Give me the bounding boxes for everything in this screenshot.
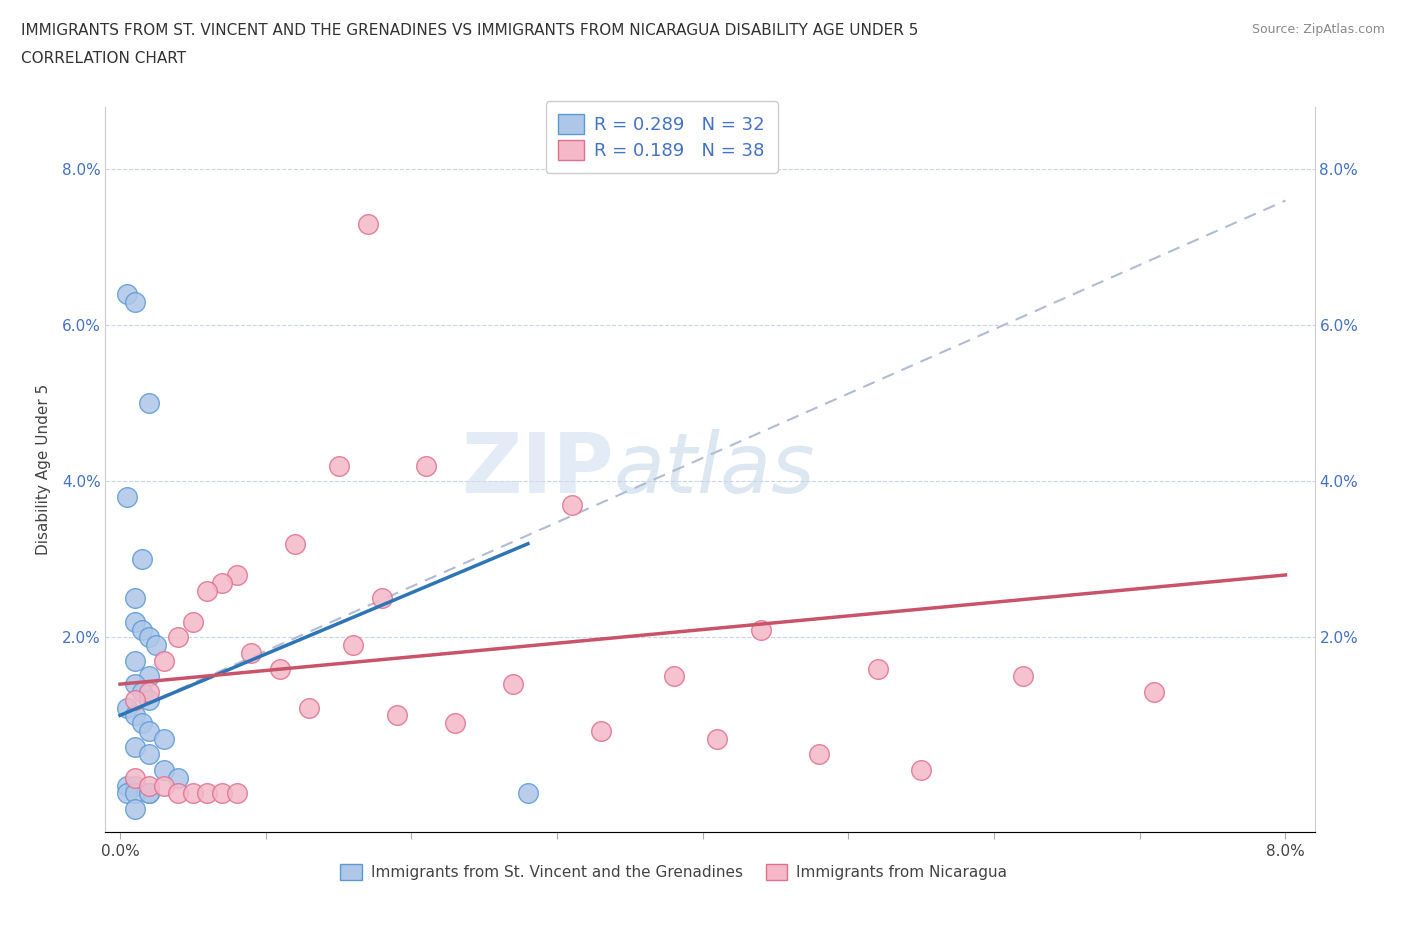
- Point: [124, 295, 146, 310]
- Point: [1143, 684, 1166, 699]
- Point: [444, 716, 467, 731]
- Point: [138, 747, 160, 762]
- Point: [138, 778, 160, 793]
- Point: [138, 630, 160, 644]
- Point: [124, 653, 146, 668]
- Point: [138, 684, 160, 699]
- Point: [152, 731, 174, 746]
- Point: [131, 622, 153, 637]
- Point: [589, 724, 612, 738]
- Point: [910, 763, 932, 777]
- Point: [117, 286, 139, 301]
- Point: [342, 638, 364, 653]
- Text: CORRELATION CHART: CORRELATION CHART: [21, 51, 186, 66]
- Point: [124, 677, 146, 692]
- Point: [117, 700, 139, 715]
- Point: [167, 786, 190, 801]
- Point: [706, 731, 728, 746]
- Point: [357, 217, 380, 232]
- Point: [117, 778, 139, 793]
- Point: [1012, 669, 1035, 684]
- Point: [131, 716, 153, 731]
- Point: [145, 638, 167, 653]
- Point: [662, 669, 685, 684]
- Text: atlas: atlas: [613, 429, 815, 511]
- Text: IMMIGRANTS FROM ST. VINCENT AND THE GRENADINES VS IMMIGRANTS FROM NICARAGUA DISA: IMMIGRANTS FROM ST. VINCENT AND THE GREN…: [21, 23, 918, 38]
- Point: [502, 677, 524, 692]
- Point: [561, 498, 583, 512]
- Point: [124, 786, 146, 801]
- Point: [749, 622, 772, 637]
- Point: [240, 645, 263, 660]
- Point: [152, 778, 174, 793]
- Point: [152, 763, 174, 777]
- Point: [225, 786, 247, 801]
- Point: [131, 684, 153, 699]
- Point: [385, 708, 408, 723]
- Point: [167, 630, 190, 644]
- Point: [124, 692, 146, 707]
- Point: [124, 802, 146, 817]
- Point: [138, 786, 160, 801]
- Point: [124, 770, 146, 785]
- Point: [516, 786, 538, 801]
- Point: [225, 567, 247, 582]
- Point: [298, 700, 321, 715]
- Point: [167, 770, 190, 785]
- Point: [866, 661, 889, 676]
- Point: [124, 591, 146, 605]
- Point: [152, 653, 174, 668]
- Point: [181, 615, 204, 630]
- Point: [415, 458, 437, 473]
- Point: [269, 661, 291, 676]
- Point: [197, 786, 219, 801]
- Text: Source: ZipAtlas.com: Source: ZipAtlas.com: [1251, 23, 1385, 36]
- Text: ZIP: ZIP: [461, 429, 613, 511]
- Y-axis label: Disability Age Under 5: Disability Age Under 5: [35, 384, 51, 555]
- Point: [124, 739, 146, 754]
- Point: [138, 724, 160, 738]
- Point: [138, 692, 160, 707]
- Point: [131, 551, 153, 566]
- Point: [284, 537, 307, 551]
- Point: [328, 458, 350, 473]
- Point: [117, 489, 139, 504]
- Point: [371, 591, 394, 605]
- Point: [124, 778, 146, 793]
- Point: [138, 669, 160, 684]
- Point: [211, 576, 233, 591]
- Point: [138, 396, 160, 411]
- Point: [197, 583, 219, 598]
- Point: [211, 786, 233, 801]
- Point: [117, 786, 139, 801]
- Point: [808, 747, 831, 762]
- Point: [181, 786, 204, 801]
- Legend: Immigrants from St. Vincent and the Grenadines, Immigrants from Nicaragua: Immigrants from St. Vincent and the Gren…: [335, 857, 1014, 886]
- Point: [138, 786, 160, 801]
- Point: [124, 615, 146, 630]
- Point: [124, 708, 146, 723]
